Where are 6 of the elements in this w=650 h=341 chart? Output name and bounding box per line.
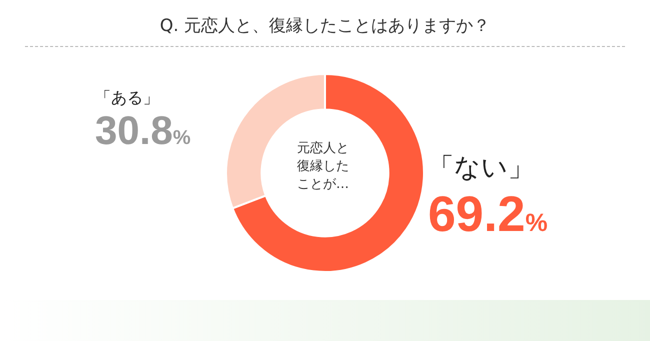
slice-label: 「ある」: [95, 88, 160, 109]
chart-title: Q. 元恋人と、復縁したことはありますか？: [158, 15, 492, 37]
data-label: 30.8%: [95, 109, 191, 154]
text: 元恋人と復縁したことが…: [297, 140, 350, 194]
data-label: 69.2%: [428, 185, 548, 243]
slice-label: 「ない」: [428, 152, 535, 185]
